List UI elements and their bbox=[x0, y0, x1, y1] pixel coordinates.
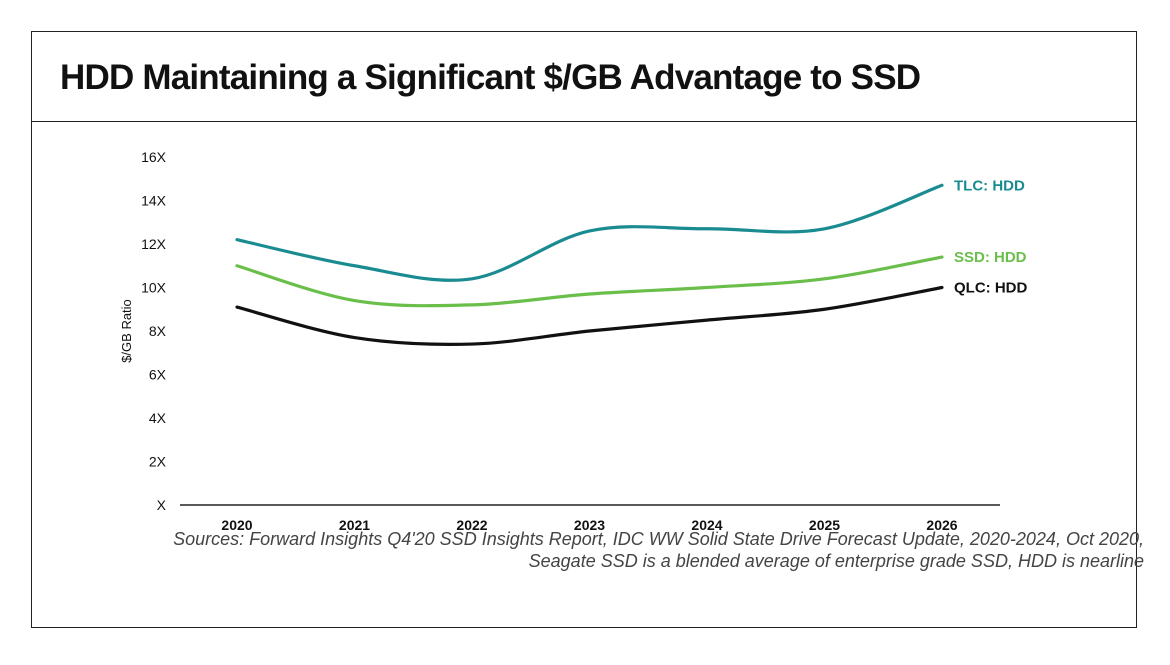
y-tick-label: 12X bbox=[141, 236, 167, 252]
sources-line-2: Seagate SSD is a blended average of ente… bbox=[528, 551, 1144, 571]
page-title: HDD Maintaining a Significant $/GB Advan… bbox=[60, 58, 921, 97]
x-tick-label: 2024 bbox=[691, 517, 722, 533]
series-line-tlc bbox=[235, 183, 944, 282]
sources-line-1: Sources: Forward Insights Q4'20 SSD Insi… bbox=[173, 529, 1144, 549]
series-label-qlc: QLC: HDD bbox=[954, 280, 1027, 297]
x-tick-label: 2020 bbox=[221, 517, 252, 533]
y-tick-label: 16X bbox=[141, 149, 167, 165]
y-tick-label: 14X bbox=[141, 193, 167, 209]
series-label-ssd: SSD: HDD bbox=[954, 249, 1027, 266]
y-tick-label: 8X bbox=[149, 323, 167, 339]
y-tick-label: 10X bbox=[141, 280, 167, 296]
x-tick-label: 2026 bbox=[926, 517, 957, 533]
y-tick-label: 2X bbox=[149, 454, 167, 470]
y-tick-label: 4X bbox=[149, 410, 167, 426]
x-tick-label: 2022 bbox=[456, 517, 487, 533]
y-tick-label: X bbox=[157, 497, 167, 513]
header: HDD Maintaining a Significant $/GB Advan… bbox=[32, 32, 1136, 122]
sources-note: Sources: Forward Insights Q4'20 SSD Insi… bbox=[173, 528, 1144, 572]
series-line-qlc bbox=[235, 285, 944, 346]
x-tick-label: 2023 bbox=[574, 517, 605, 533]
series-label-tlc: TLC: HDD bbox=[954, 177, 1025, 194]
chart-frame: HDD Maintaining a Significant $/GB Advan… bbox=[31, 31, 1137, 628]
x-tick-label: 2025 bbox=[809, 517, 840, 533]
y-tick-label: 6X bbox=[149, 367, 167, 383]
y-axis-label: $/GB Ratio bbox=[119, 299, 134, 363]
x-tick-label: 2021 bbox=[339, 517, 370, 533]
series-line-ssd bbox=[235, 255, 944, 308]
